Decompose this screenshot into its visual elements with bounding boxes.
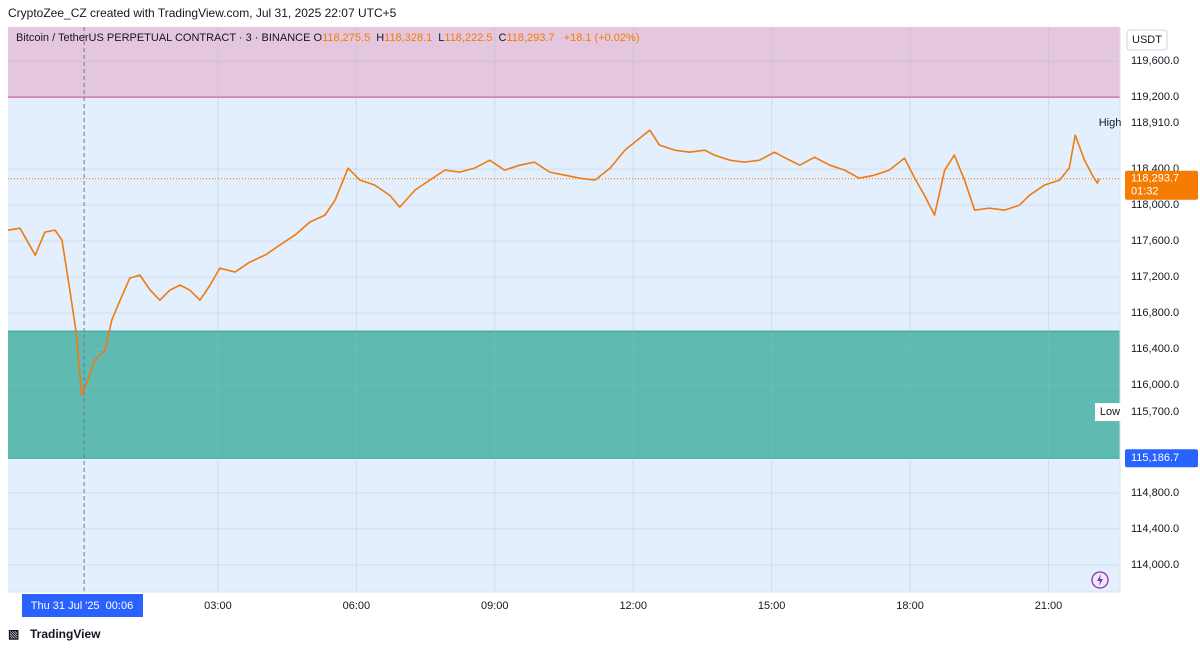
currency-box (1126, 29, 1168, 51)
change: +18.1 (+0.02%) (563, 32, 640, 44)
annotation-price: 115,700.0 (1131, 406, 1179, 418)
y-tick-label: 118,000.0 (1131, 199, 1179, 211)
y-tick-label: 119,600.0 (1131, 55, 1179, 67)
annotation-price-box (1127, 115, 1193, 132)
ohlc-key: L (438, 32, 445, 44)
annotation-text: Low (1100, 406, 1120, 418)
zone (8, 331, 1120, 459)
annotation-box (1095, 403, 1123, 422)
x-tick-label: 15:00 (758, 600, 786, 612)
symbol: Bitcoin / TetherUS PERPETUAL CONTRACT · … (16, 32, 311, 44)
y-tick-label: 116,800.0 (1131, 307, 1179, 319)
price-tag (1125, 449, 1198, 468)
annotation-price-box (1127, 404, 1193, 421)
ohlc-key: C (498, 32, 507, 44)
y-tick-label: 116,000.0 (1131, 379, 1179, 391)
ohlc-value: 118,222.5 (444, 32, 493, 44)
annotation-price: 118,910.0 (1131, 117, 1179, 129)
ohlc-key: H (376, 32, 385, 44)
price-line (7, 129, 1100, 396)
y-tick-label: 116,400.0 (1131, 343, 1179, 355)
y-tick-label: 117,600.0 (1131, 235, 1179, 247)
zone (8, 27, 1120, 98)
logo-icon: ▧ (8, 627, 20, 641)
header: CryptoZee_CZ created with TradingView.co… (8, 6, 397, 20)
legend: Bitcoin / TetherUS PERPETUAL CONTRACT · … (16, 32, 646, 44)
ohlc-value: 118,275.5 (322, 32, 371, 44)
x-tick-label: 21:00 (1035, 600, 1063, 612)
last-price-tag (1125, 170, 1198, 200)
ohlc-value: 118,328.1 (384, 32, 433, 44)
crosshair-label: Thu 31 Jul '25 00:06 (31, 600, 133, 612)
price-tag-label: 115,186.7 (1131, 452, 1179, 464)
footer-logo: ▧ TradingView (8, 627, 101, 641)
y-tick-label: 114,400.0 (1131, 523, 1179, 535)
x-tick-label: 09:00 (481, 600, 509, 612)
plot-background (8, 27, 1120, 592)
x-tick-label: 06:00 (343, 600, 371, 612)
currency-label: USDT (1132, 34, 1162, 46)
y-tick-label: 114,000.0 (1131, 559, 1179, 571)
x-tick-label: 18:00 (896, 600, 924, 612)
x-tick-label: 03:00 (204, 600, 232, 612)
annotation-text: High (1099, 117, 1122, 129)
crosshair-tag (22, 594, 143, 617)
x-tick-label: 12:00 (619, 600, 647, 612)
y-tick-label: 119,200.0 (1131, 91, 1179, 103)
alert-bolt (1097, 574, 1103, 586)
last-price-label: 118,293.7 (1131, 173, 1179, 185)
footer-text: TradingView (30, 627, 101, 641)
alert-icon (1091, 571, 1109, 589)
ohlc-key: O (313, 32, 323, 44)
y-tick-label: 114,800.0 (1131, 487, 1179, 499)
ohlc: O118,275.5 H118,328.1 L118,222.5 C118,293.7 (314, 32, 561, 44)
countdown: 01:32 (1131, 186, 1159, 198)
ohlc-value: 118,293.7 (506, 32, 555, 44)
y-tick-label: 117,200.0 (1131, 271, 1179, 283)
